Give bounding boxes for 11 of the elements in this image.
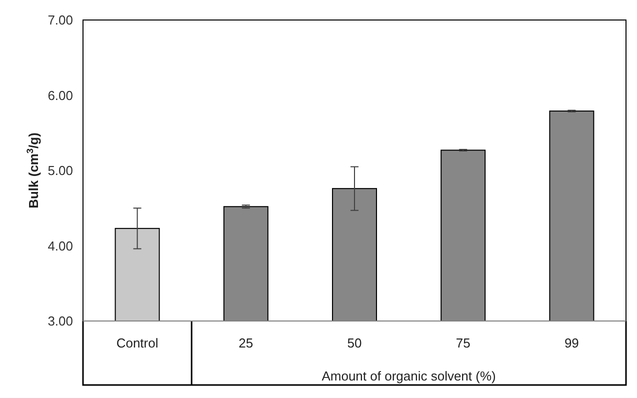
x-tick-label: 75 — [456, 336, 470, 351]
y-tick-label: 3.00 — [48, 314, 73, 329]
y-tick-label: 6.00 — [48, 88, 73, 103]
x-axis-title: Amount of organic solvent (%) — [322, 368, 496, 384]
y-tick-label: 4.00 — [48, 238, 73, 254]
x-tick-label: Control — [116, 336, 158, 351]
y-tick-label: 7.00 — [48, 12, 73, 28]
x-tick-label: 99 — [564, 336, 579, 351]
x-tick-label: 25 — [238, 336, 254, 351]
y-tick-label: 5.00 — [48, 163, 73, 178]
x-tick-label: 50 — [347, 336, 362, 351]
